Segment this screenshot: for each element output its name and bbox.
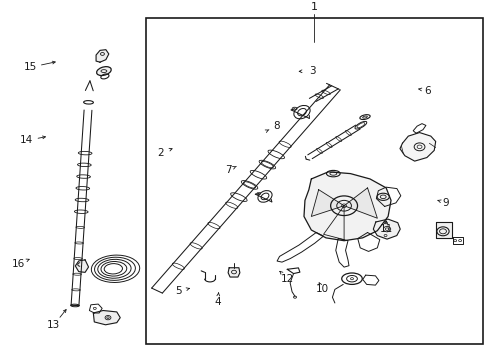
Text: 8: 8: [272, 121, 279, 131]
Polygon shape: [399, 132, 435, 161]
Polygon shape: [228, 268, 240, 277]
Polygon shape: [311, 190, 344, 216]
Text: 10: 10: [316, 284, 328, 294]
Polygon shape: [75, 260, 88, 273]
Polygon shape: [372, 219, 399, 239]
Polygon shape: [96, 50, 108, 62]
Text: 11: 11: [379, 224, 392, 234]
Text: 3: 3: [308, 66, 315, 76]
Text: 16: 16: [12, 258, 25, 269]
Text: 4: 4: [214, 297, 221, 307]
Text: 13: 13: [47, 320, 61, 330]
Text: 5: 5: [175, 287, 182, 297]
Text: 15: 15: [23, 62, 37, 72]
Text: 7: 7: [225, 165, 232, 175]
Polygon shape: [344, 188, 377, 218]
Polygon shape: [304, 172, 390, 241]
Text: 14: 14: [20, 135, 34, 145]
Polygon shape: [435, 222, 451, 238]
Text: 12: 12: [280, 274, 294, 284]
Text: 2: 2: [157, 148, 163, 158]
Text: 6: 6: [424, 86, 430, 95]
Polygon shape: [93, 311, 120, 325]
Ellipse shape: [97, 67, 111, 76]
Bar: [145, 18, 482, 344]
Text: 1: 1: [310, 2, 317, 12]
Text: 9: 9: [442, 198, 448, 208]
